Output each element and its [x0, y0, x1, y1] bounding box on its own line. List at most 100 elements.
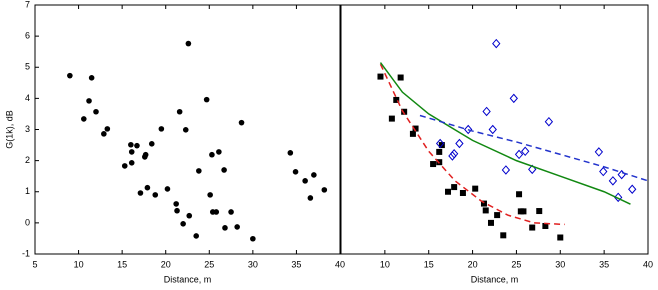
x-axis-label: Distance, m [471, 274, 519, 284]
data-point [142, 151, 149, 158]
data-point [436, 148, 443, 155]
data-point [203, 96, 210, 103]
x-tick-label: 20 [161, 259, 171, 269]
data-point [397, 74, 404, 81]
x-tick-label: 10 [74, 259, 84, 269]
y-tick-label: 7 [25, 0, 30, 9]
data-point [180, 221, 186, 227]
fit-curve [419, 114, 649, 182]
data-point [213, 209, 220, 215]
data-point [482, 106, 491, 117]
data-point [104, 126, 111, 132]
data-point [430, 161, 437, 168]
data-point [216, 149, 222, 155]
data-point [86, 98, 92, 104]
data-point [599, 166, 608, 177]
data-point [182, 127, 189, 133]
data-point [185, 40, 192, 47]
data-point [487, 219, 494, 226]
data-point [137, 190, 144, 196]
data-point [536, 208, 543, 215]
data-point [482, 207, 489, 214]
data-point [128, 149, 135, 155]
data-point [516, 191, 523, 198]
data-point [544, 116, 554, 127]
x-tick-label: 25 [511, 259, 521, 269]
data-point [148, 141, 155, 147]
data-point [311, 172, 317, 178]
data-point [234, 224, 240, 230]
plot-frame [340, 4, 649, 255]
y-tick-label: -1 [22, 248, 30, 258]
data-point [521, 146, 530, 157]
data-point [412, 125, 419, 132]
y-tick-label: 1 [25, 186, 30, 196]
data-point [449, 149, 459, 159]
data-point [128, 160, 135, 166]
data-point [238, 119, 245, 126]
data-point [617, 169, 626, 180]
data-point [186, 212, 193, 219]
data-point [228, 209, 234, 215]
data-point [557, 234, 564, 241]
x-tick-label: 35 [599, 259, 609, 269]
data-point [250, 235, 256, 242]
data-point [88, 75, 95, 81]
data-point [209, 151, 215, 158]
data-point [81, 116, 87, 122]
data-point [93, 108, 99, 115]
data-point [158, 126, 165, 132]
data-point [292, 169, 299, 175]
x-axis-label: Distance, m [164, 274, 212, 284]
y-tick-label: 2 [25, 155, 30, 165]
data-point [509, 93, 518, 104]
data-point [121, 163, 128, 169]
data-point [134, 142, 140, 149]
x-tick-label: 30 [555, 259, 565, 269]
data-point [448, 151, 457, 161]
x-tick-label: 30 [248, 259, 258, 269]
data-point [377, 73, 384, 80]
y-tick-label: 5 [25, 62, 30, 72]
data-point [101, 131, 107, 137]
data-point [435, 138, 445, 149]
x-tick-label: 35 [291, 259, 301, 269]
data-point [494, 212, 501, 219]
data-point [514, 149, 524, 160]
data-point [472, 185, 479, 192]
y-tick-label: 4 [25, 93, 30, 103]
x-tick-label: 15 [117, 259, 127, 269]
data-point [542, 222, 549, 229]
x-tick-label: 15 [424, 259, 434, 269]
data-point [401, 108, 408, 115]
data-point [594, 147, 604, 157]
data-point [67, 72, 73, 79]
data-point [409, 130, 416, 137]
fit-curve [379, 63, 565, 226]
data-point [221, 167, 227, 173]
data-point [287, 150, 294, 156]
data-point [174, 207, 180, 214]
x-tick-label: 25 [204, 259, 214, 269]
x-tick-label: 5 [32, 259, 37, 269]
data-point [459, 189, 466, 196]
data-point [176, 108, 183, 115]
data-point [614, 192, 623, 203]
data-point [529, 224, 536, 231]
data-point [528, 164, 537, 175]
y-axis-label: G(1k), dB [4, 110, 14, 149]
data-point [196, 168, 202, 174]
y-tick-label: 3 [25, 124, 30, 134]
data-point [455, 138, 464, 149]
data-point [451, 184, 458, 191]
data-point [464, 124, 473, 135]
data-point [492, 38, 501, 49]
data-point [152, 192, 159, 198]
data-point [207, 192, 213, 198]
data-point [222, 225, 228, 231]
data-point [501, 165, 511, 175]
data-point [480, 200, 487, 207]
data-point [488, 124, 497, 135]
